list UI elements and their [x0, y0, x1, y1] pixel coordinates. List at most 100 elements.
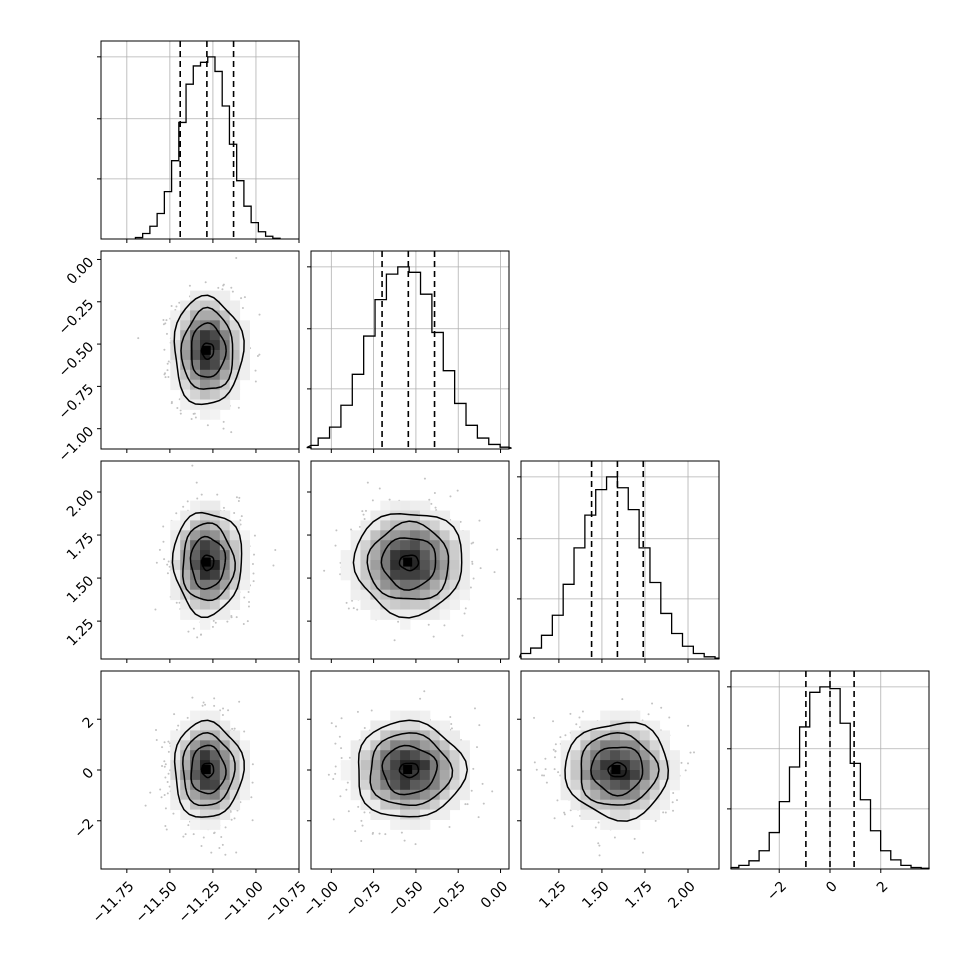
density-cell: [380, 750, 391, 761]
scatter-point: [253, 534, 256, 537]
density-cell: [400, 779, 411, 791]
density-cell: [429, 730, 441, 741]
hist-panel-4: [727, 670, 930, 870]
scatter-point: [400, 831, 403, 834]
histogram-steps: [518, 476, 720, 659]
density-cell: [350, 550, 361, 561]
density-cell: [180, 379, 191, 391]
density-cell: [380, 500, 391, 511]
density-panel-3-2: [307, 460, 510, 663]
density-cell: [190, 799, 201, 811]
scatter-point: [598, 844, 601, 847]
scatter-point: [163, 760, 166, 763]
density-cell: [600, 720, 611, 731]
scatter-point: [195, 481, 198, 484]
scatter-point: [175, 512, 178, 515]
density-cell: [419, 599, 431, 610]
density-cell: [170, 310, 181, 321]
scatter-point: [423, 477, 426, 480]
density-cell: [350, 579, 361, 591]
scatter-point: [563, 811, 566, 814]
scatter-point: [258, 313, 261, 316]
scatter-point: [222, 283, 225, 286]
density-cell: [449, 550, 460, 561]
scatter-point: [461, 634, 464, 637]
scatter-point: [464, 607, 467, 610]
density-cell: [419, 789, 431, 801]
scatter-point: [543, 774, 546, 777]
scatter-point: [621, 698, 624, 701]
density-cell: [400, 809, 411, 820]
density-cell: [200, 579, 211, 591]
density-cell: [229, 750, 241, 761]
density-cell: [429, 530, 441, 541]
density-cell: [219, 510, 231, 521]
scatter-point: [687, 724, 690, 727]
density-cell: [370, 589, 381, 601]
scatter-point: [463, 612, 466, 615]
density-cell: [459, 750, 470, 761]
density-cell: [200, 819, 211, 830]
scatter-point: [170, 305, 173, 308]
density-cell: [410, 560, 421, 571]
density-cell: [580, 779, 591, 791]
scatter-point: [363, 811, 366, 814]
axes-frame: [520, 460, 720, 660]
density-cell: [170, 589, 181, 601]
density-cell: [429, 569, 441, 581]
scatter-point: [191, 464, 194, 467]
scatter-point: [473, 707, 476, 710]
density-cell: [170, 550, 181, 561]
contour-level: [173, 719, 245, 818]
scatter-point: [221, 288, 224, 291]
contour-level: [182, 732, 236, 807]
scatter-point: [347, 607, 350, 610]
density-cell: [209, 500, 221, 511]
density-cell: [219, 730, 231, 741]
y-tick-label: 1.50: [64, 573, 97, 606]
x-tick-label: −2: [764, 878, 790, 904]
density-peak: [403, 557, 413, 567]
scatter-point: [491, 790, 494, 793]
scatter-point: [240, 297, 243, 300]
scatter-point: [419, 697, 422, 700]
density-cell: [639, 740, 651, 751]
density-cell: [209, 379, 221, 391]
scatter-point: [163, 558, 166, 561]
scatter-point: [403, 839, 406, 842]
scatter-point: [170, 402, 173, 405]
scatter-point: [384, 833, 387, 836]
histogram-steps: [134, 56, 281, 239]
scatter-point: [235, 256, 238, 259]
density-cell: [380, 789, 391, 801]
scatter-point: [464, 803, 467, 806]
density-cell: [400, 500, 411, 511]
scatter-point: [159, 788, 162, 791]
density-cell: [229, 330, 241, 341]
density-cell: [170, 359, 181, 371]
density-cell: [209, 330, 221, 341]
density-cell: [400, 599, 411, 610]
scatter-point: [668, 716, 671, 719]
scatter-point: [216, 493, 219, 496]
scatter-point: [233, 817, 236, 820]
density-cell: [439, 530, 451, 541]
scatter-point: [202, 836, 205, 839]
density-cell: [370, 550, 381, 561]
density-cell: [229, 779, 241, 791]
scatter-point: [378, 832, 381, 835]
scatter-point: [222, 506, 225, 509]
panel-content: [154, 464, 277, 639]
density-cell: [590, 720, 601, 731]
density-cell: [390, 789, 401, 801]
density-cell: [209, 799, 221, 811]
density-cell: [229, 369, 241, 381]
density-cell: [639, 730, 651, 741]
scatter-point: [633, 837, 636, 840]
scatter-point: [428, 498, 431, 501]
density-cell: [639, 750, 651, 761]
density-cell: [219, 359, 231, 371]
density-cell: [209, 809, 221, 820]
density-cell: [350, 779, 361, 791]
scatter-point: [167, 740, 170, 743]
